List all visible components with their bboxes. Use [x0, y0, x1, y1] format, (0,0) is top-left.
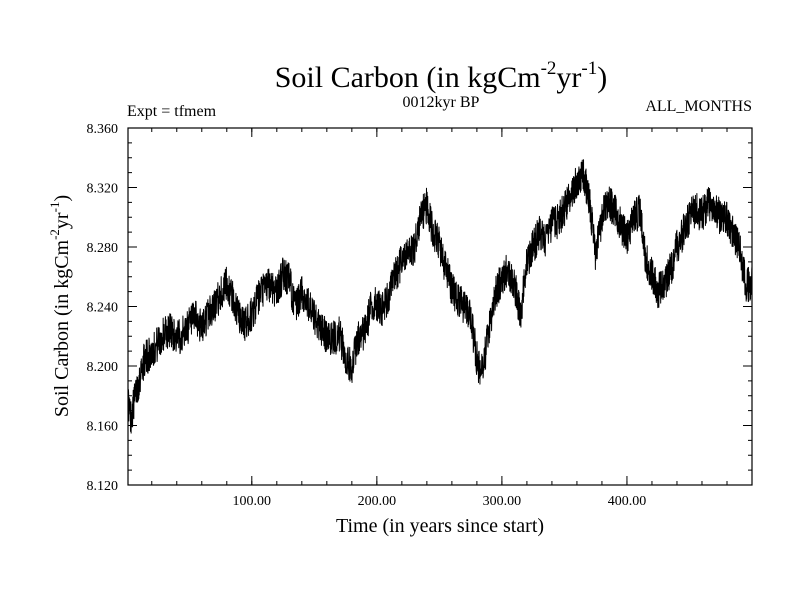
y-tick-label: 8.360: [87, 122, 119, 137]
soil-carbon-series-line: [128, 159, 752, 434]
period-label: 0012kyr BP: [403, 94, 480, 111]
axis-ticks: [128, 127, 752, 486]
y-tick-label: 8.320: [87, 182, 119, 197]
plot-frame: [127, 127, 753, 486]
y-axis-tick-labels: 8.120 8.160 8.200 8.240 8.280 8.320 8.360: [87, 122, 119, 494]
x-axis-label: Time (in years since start): [336, 515, 544, 537]
months-label: ALL_MONTHS: [645, 98, 752, 115]
y-tick-label: 8.280: [87, 241, 119, 256]
experiment-label: Expt = tfmem: [127, 103, 217, 120]
x-axis-tick-labels: 100.00 200.00 300.00 400.00: [233, 494, 647, 509]
y-tick-label: 8.240: [87, 301, 119, 316]
chart-title: Soil Carbon (in kgCm-2yr-1): [275, 58, 608, 94]
x-tick-label: 400.00: [608, 494, 647, 509]
y-tick-label: 8.200: [87, 360, 119, 375]
x-tick-label: 100.00: [233, 494, 272, 509]
y-axis-label: Soil Carbon (in kgCm-2yr-1): [47, 195, 73, 417]
x-tick-label: 200.00: [358, 494, 397, 509]
x-tick-label: 300.00: [483, 494, 522, 509]
y-tick-label: 8.160: [87, 420, 119, 435]
y-tick-label: 8.120: [87, 479, 119, 494]
